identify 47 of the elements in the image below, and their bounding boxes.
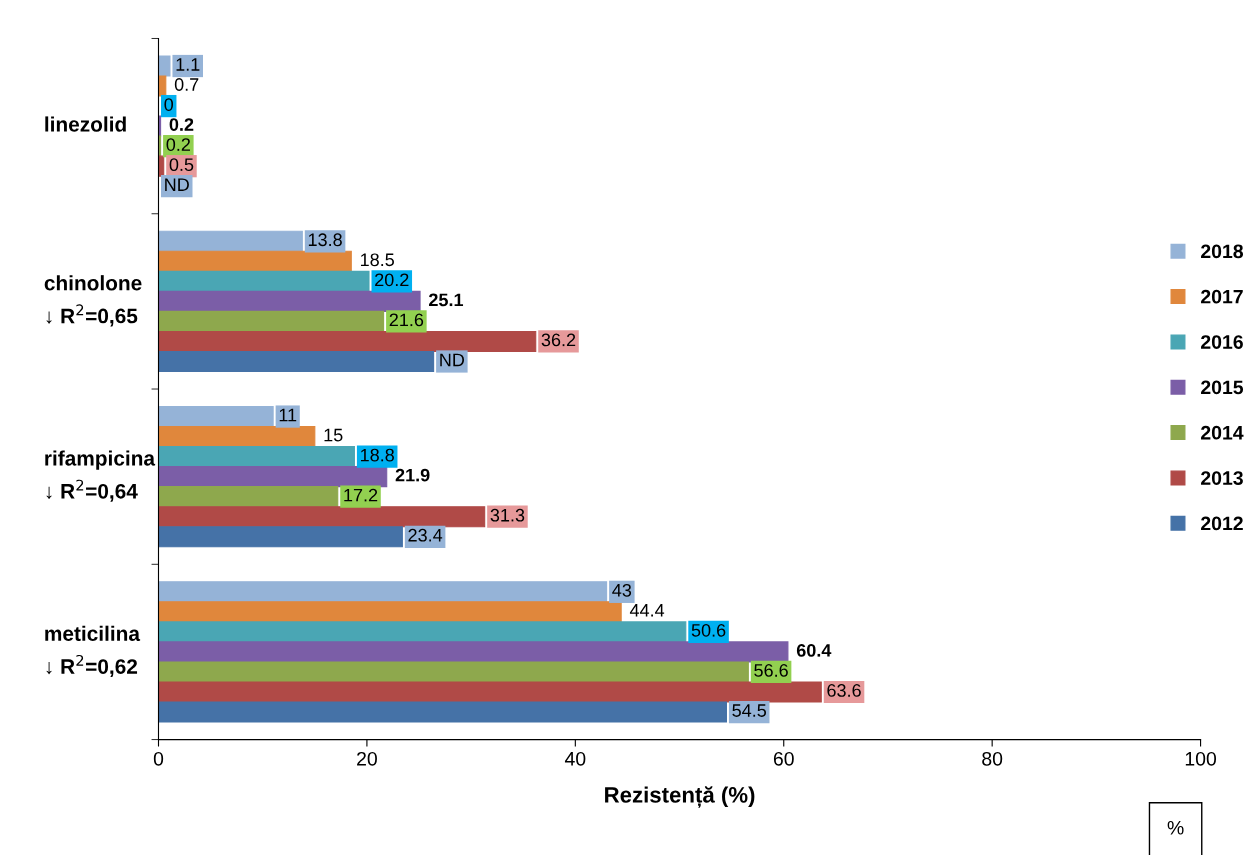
legend-label: 2018 [1201,244,1244,259]
data-label: 15 [324,428,343,442]
data-label: 43 [612,583,632,597]
data-label: 0.2 [166,138,190,151]
data-label: 0.5 [169,158,194,172]
legend-label: 2012 [1201,516,1243,531]
legend-label: 2015 [1201,380,1244,395]
y-tick-label: meticilina ↓ R$^{2}$=0,62 [45,625,141,677]
data-label: 18.5 [360,253,394,267]
legend-label: 2014 [1201,425,1244,440]
data-label: 36.2 [541,333,576,347]
data-label: 11 [279,408,297,422]
text: % [1167,820,1184,835]
y-tick-label: rifampicina ↓ R$^{2}$=0,64 [45,450,156,502]
data-label: 18.8 [360,448,394,462]
data-label: ND [440,353,465,367]
data-label: 25.1 [429,293,464,307]
data-label: 0.2 [169,118,194,131]
data-label: 23.4 [408,528,443,542]
data-label: 0.7 [174,78,199,91]
x-tick-label: 40 [564,751,586,766]
legend-label: 2016 [1201,335,1243,349]
data-label: 0 [164,98,174,111]
data-label: 1.1 [176,58,200,71]
x-tick-label: 0 [153,751,164,766]
data-label: 20.2 [375,273,409,287]
data-label: 60.4 [796,644,832,657]
data-label: 13.8 [308,233,342,247]
text: ND [165,178,189,191]
data-label: 21.6 [389,313,424,327]
data-label: 50.6 [691,623,726,637]
x-tick-label: 60 [773,751,794,766]
legend-label: 2013 [1201,471,1243,485]
legend-label: 2017 [1201,289,1243,304]
data-label: 44.4 [629,604,665,617]
data-label: 54.5 [732,704,767,717]
data-label: 21.9 [395,468,430,482]
data-label: 31.3 [490,508,525,522]
data-label: 17.2 [344,488,378,502]
y-tick-label: chinolone ↓ R$^{2}$=0,65 [44,275,142,327]
data-label: 63.6 [827,684,861,697]
x-axis-title: Rezistență (%) [605,786,755,808]
y-tick-label: linezolid [45,116,126,132]
data-label: 56.6 [754,664,788,677]
x-tick-label: 80 [982,751,1003,766]
x-tick-label: 100 [1185,751,1217,766]
x-tick-label: 20 [357,751,377,766]
